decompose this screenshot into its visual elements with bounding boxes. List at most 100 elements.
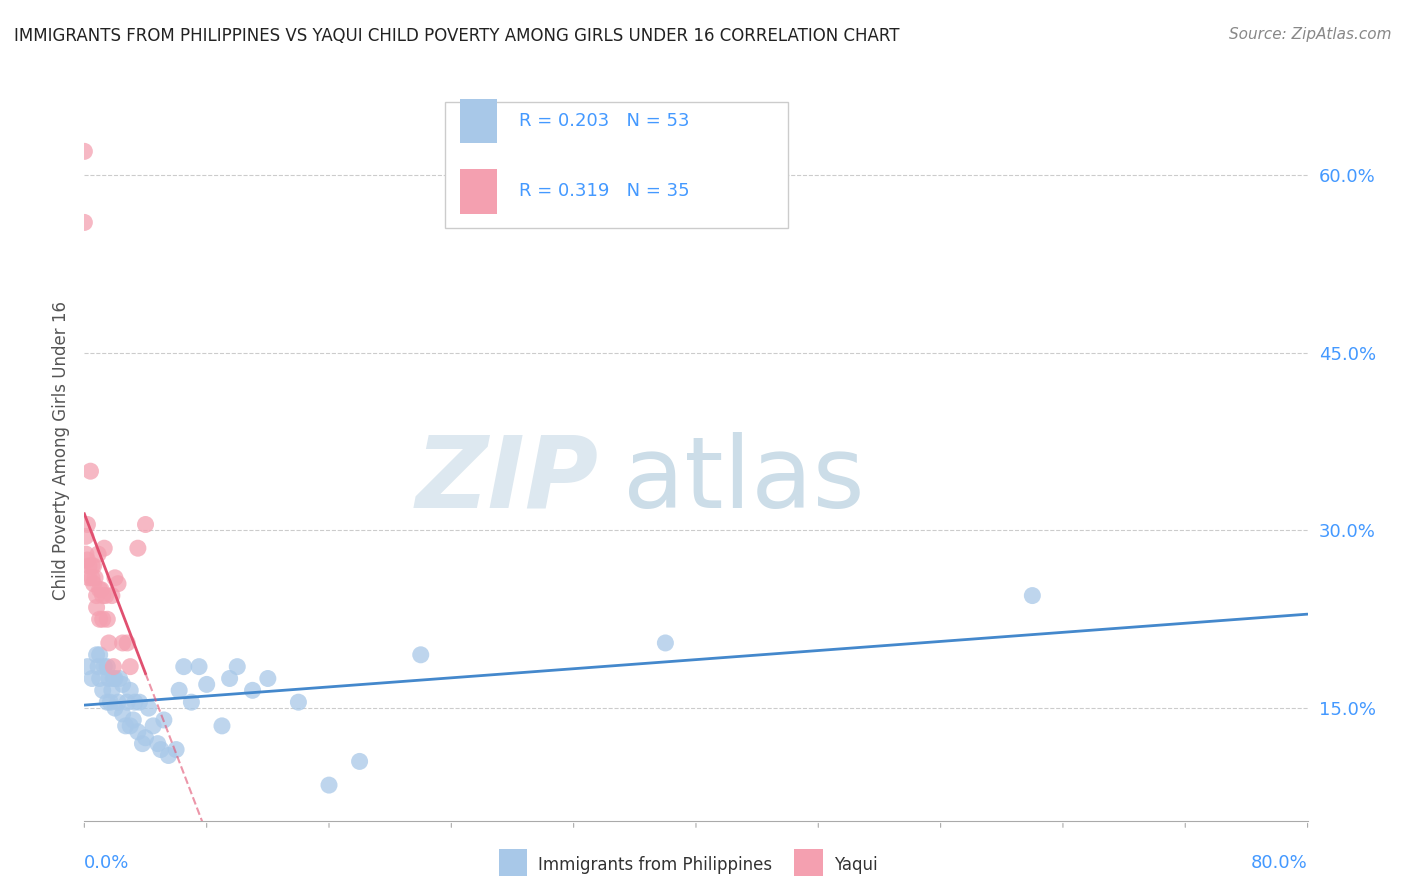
Point: [218, 672, 240, 686]
Point: [257, 672, 280, 686]
Point: [76, 517, 98, 532]
Point: [153, 713, 176, 727]
FancyBboxPatch shape: [460, 99, 496, 144]
Point: [149, 742, 172, 756]
Point: [135, 517, 157, 532]
Point: [93, 541, 115, 556]
Point: [180, 695, 202, 709]
Text: R = 0.319   N = 35: R = 0.319 N = 35: [519, 182, 689, 201]
Text: IMMIGRANTS FROM PHILIPPINES VS YAQUI CHILD POVERTY AMONG GIRLS UNDER 16 CORRELAT: IMMIGRANTS FROM PHILIPPINES VS YAQUI CHI…: [14, 27, 900, 45]
Point: [83, 558, 105, 573]
FancyBboxPatch shape: [460, 169, 496, 213]
Point: [96, 612, 118, 626]
Point: [80, 571, 103, 585]
Point: [103, 659, 125, 673]
Point: [409, 648, 432, 662]
Point: [127, 724, 149, 739]
Point: [195, 677, 218, 691]
Point: [173, 659, 195, 673]
Point: [242, 683, 264, 698]
Point: [104, 701, 127, 715]
Point: [97, 636, 120, 650]
Point: [77, 571, 100, 585]
Point: [131, 737, 153, 751]
Point: [142, 719, 165, 733]
Point: [1021, 589, 1043, 603]
Point: [89, 612, 111, 626]
Point: [86, 600, 108, 615]
Text: atlas: atlas: [623, 432, 865, 529]
Point: [287, 695, 309, 709]
Point: [226, 659, 249, 673]
Point: [167, 683, 190, 698]
Point: [77, 558, 100, 573]
Point: [89, 648, 111, 662]
Point: [87, 547, 110, 561]
Point: [101, 683, 124, 698]
Point: [111, 706, 134, 721]
Point: [211, 719, 233, 733]
Text: Immigrants from Philippines: Immigrants from Philippines: [538, 856, 773, 874]
Point: [84, 571, 107, 585]
Text: ZIP: ZIP: [415, 432, 598, 529]
Point: [146, 737, 169, 751]
Text: Source: ZipAtlas.com: Source: ZipAtlas.com: [1229, 27, 1392, 42]
Point: [97, 672, 120, 686]
FancyBboxPatch shape: [446, 103, 787, 228]
Point: [73, 215, 96, 229]
Point: [165, 742, 187, 756]
Point: [101, 589, 124, 603]
Point: [91, 612, 114, 626]
Point: [138, 701, 160, 715]
Point: [188, 659, 211, 673]
Point: [104, 672, 127, 686]
Point: [96, 695, 118, 709]
Point: [115, 636, 138, 650]
Point: [86, 648, 108, 662]
Y-axis label: Child Poverty Among Girls Under 16: Child Poverty Among Girls Under 16: [52, 301, 70, 600]
Point: [103, 672, 125, 686]
Point: [93, 659, 115, 673]
Point: [108, 672, 131, 686]
Point: [157, 748, 180, 763]
Point: [76, 659, 98, 673]
Text: R = 0.203   N = 53: R = 0.203 N = 53: [519, 112, 689, 130]
Point: [111, 677, 134, 691]
Point: [91, 589, 114, 603]
Point: [128, 695, 150, 709]
Point: [79, 464, 101, 478]
Point: [80, 558, 103, 573]
Point: [114, 719, 136, 733]
Point: [120, 719, 142, 733]
Point: [122, 713, 145, 727]
Text: Yaqui: Yaqui: [834, 856, 877, 874]
Point: [111, 636, 134, 650]
Point: [73, 145, 96, 159]
Point: [75, 547, 97, 561]
Point: [89, 672, 111, 686]
Point: [89, 582, 111, 597]
Point: [124, 695, 146, 709]
Text: 0.0%: 0.0%: [84, 854, 129, 872]
Point: [91, 683, 114, 698]
Point: [90, 582, 112, 597]
Point: [94, 589, 117, 603]
Point: [98, 695, 121, 709]
Point: [83, 576, 105, 591]
Point: [104, 571, 127, 585]
Point: [107, 695, 129, 709]
Point: [87, 659, 110, 673]
Point: [654, 636, 676, 650]
Point: [127, 541, 149, 556]
Point: [120, 659, 142, 673]
Point: [107, 576, 129, 591]
Point: [318, 778, 340, 792]
Point: [135, 731, 157, 745]
Point: [120, 683, 142, 698]
Point: [75, 529, 97, 543]
Point: [76, 553, 98, 567]
Point: [86, 589, 108, 603]
Text: 80.0%: 80.0%: [1251, 854, 1308, 872]
Point: [96, 659, 118, 673]
Point: [349, 755, 371, 769]
